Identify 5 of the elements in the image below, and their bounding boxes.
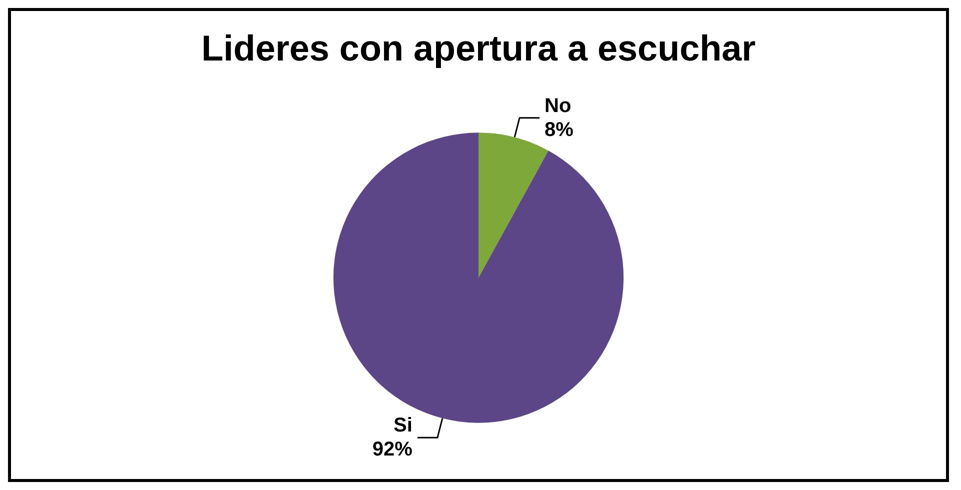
data-label: 8% xyxy=(544,118,574,141)
slice-label: Si xyxy=(394,414,412,437)
slice-label: No xyxy=(544,94,572,117)
data-label: 92% xyxy=(372,438,413,461)
chart-title: Lideres con apertura a escuchar xyxy=(201,28,756,68)
